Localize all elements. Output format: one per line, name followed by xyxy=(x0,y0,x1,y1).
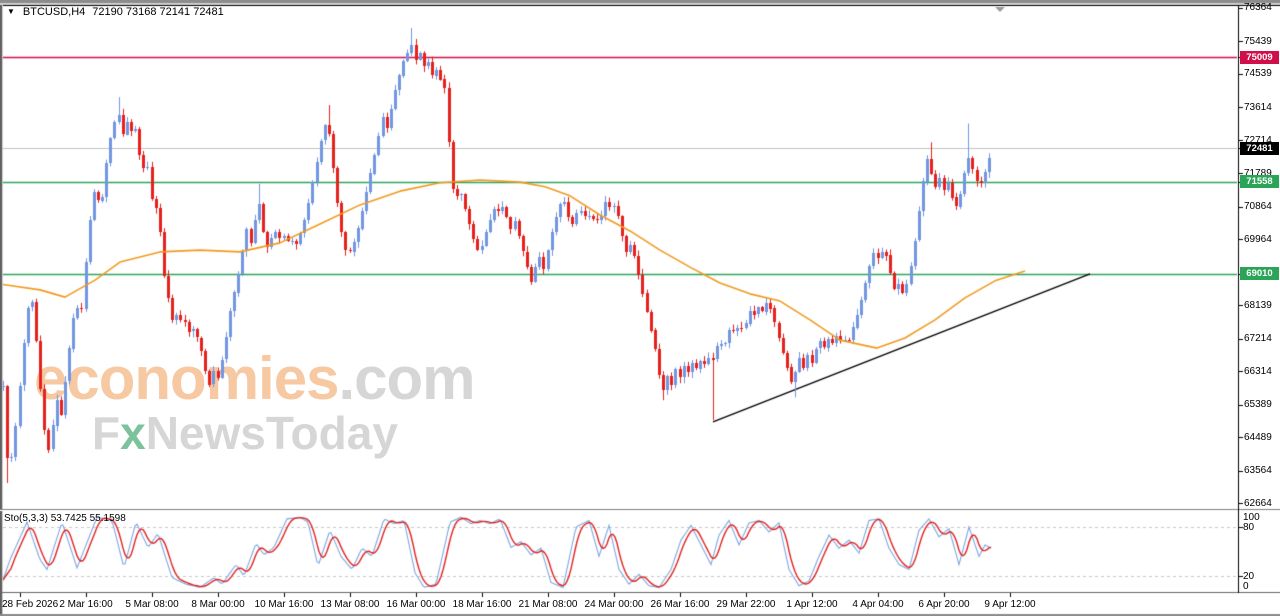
time-axis-label: 5 Mar 08:00 xyxy=(125,599,179,610)
time-axis-label: 21 Mar 08:00 xyxy=(518,599,578,610)
price-line-badge: 75009 xyxy=(1240,50,1279,64)
time-axis-label: 8 Mar 00:00 xyxy=(191,599,245,610)
time-axis-label: 9 Apr 12:00 xyxy=(984,599,1036,610)
price-axis-tick-label: 72714 xyxy=(1244,134,1272,146)
time-axis-label: 10 Mar 16:00 xyxy=(254,599,314,610)
time-axis-label: 28 Feb 2026 xyxy=(2,599,59,610)
indicator-label: Sto(5,3,3) 53.7425 55.1598 xyxy=(4,513,126,524)
time-axis-label: 16 Mar 00:00 xyxy=(386,599,446,610)
price-axis-tick-label: 62664 xyxy=(1244,497,1272,509)
time-axis-label: 4 Apr 04:00 xyxy=(852,599,904,610)
stochastic-axis-label: 80 xyxy=(1243,521,1255,533)
price-line-badge: 71558 xyxy=(1240,175,1279,189)
stochastic-axis-label: 0 xyxy=(1243,580,1249,592)
price-axis-tick-label: 70864 xyxy=(1244,201,1272,213)
price-axis-tick-label: 73614 xyxy=(1244,101,1272,113)
chart-header: ▼ BTCUSD,H4 72190 73168 72141 72481 xyxy=(7,6,224,18)
price-axis-tick-label: 63564 xyxy=(1244,465,1272,477)
price-axis-tick-label: 66314 xyxy=(1244,365,1272,377)
price-line-badge: 69010 xyxy=(1240,267,1279,281)
time-axis-label: 1 Apr 12:00 xyxy=(786,599,838,610)
time-axis-label: 18 Mar 16:00 xyxy=(452,599,512,610)
time-axis-label: 29 Mar 22:00 xyxy=(716,599,776,610)
time-axis-label: 26 Mar 16:00 xyxy=(650,599,710,610)
symbol-dropdown-icon[interactable]: ▼ xyxy=(7,7,15,16)
price-axis-tick-label: 76364 xyxy=(1244,2,1272,14)
price-axis-tick-label: 75439 xyxy=(1244,35,1272,47)
symbol-period-label: BTCUSD,H4 xyxy=(22,6,86,18)
price-axis-tick-label: 68139 xyxy=(1244,299,1272,311)
price-axis-tick-label: 64489 xyxy=(1244,431,1272,443)
time-axis-label: 24 Mar 00:00 xyxy=(584,599,644,610)
price-axis-tick-label: 69964 xyxy=(1244,233,1272,245)
price-axis-tick-label: 67214 xyxy=(1244,333,1272,345)
price-line-badge: 72481 xyxy=(1240,141,1279,155)
price-axis-tick-label: 71789 xyxy=(1244,167,1272,179)
stochastic-axis-label: 100 xyxy=(1243,511,1260,523)
stochastic-axis-label: 20 xyxy=(1243,570,1255,582)
price-axis-tick-label: 65389 xyxy=(1244,399,1272,411)
price-axis-tick-label: 74539 xyxy=(1244,68,1272,80)
time-axis-label: 2 Mar 16:00 xyxy=(59,599,113,610)
time-axis-label: 13 Mar 08:00 xyxy=(320,599,380,610)
time-axis-label: 6 Apr 20:00 xyxy=(918,599,970,610)
ohlc-values: 72190 73168 72141 72481 xyxy=(92,6,224,18)
